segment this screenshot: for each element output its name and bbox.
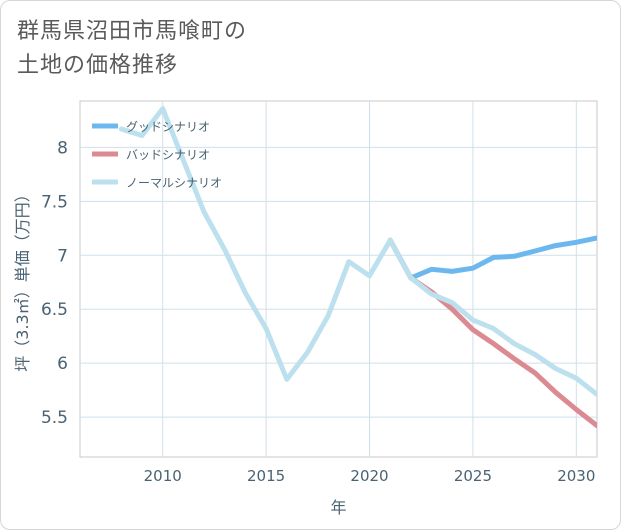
- y-tick-label: 7.5: [41, 192, 68, 212]
- series-line-3: [118, 106, 597, 397]
- x-tick-label: 2025: [454, 467, 492, 485]
- x-axis-label: 年: [330, 498, 346, 517]
- plot-area: [79, 100, 598, 458]
- chart-title: 群馬県沼田市馬喰町の 土地の価格推移: [17, 15, 247, 83]
- chart-title-line-1: 群馬県沼田市馬喰町の: [17, 19, 248, 44]
- x-tick-label: 2015: [247, 467, 285, 485]
- y-tick-label: 5.5: [41, 408, 68, 428]
- y-tick-label: 8: [57, 138, 68, 158]
- x-tick-label: 2030: [557, 467, 595, 485]
- chart-title-line-2: 土地の価格推移: [17, 53, 179, 78]
- y-tick-label: 6: [57, 354, 68, 374]
- y-axis-label: 坪（3.3㎡）単価（万円）: [13, 186, 32, 371]
- x-tick-label: 2010: [144, 467, 182, 485]
- legend-label-2[interactable]: バッドシナリオ: [126, 148, 210, 162]
- legend-label-3[interactable]: ノーマルシナリオ: [126, 176, 222, 190]
- y-tick-label: 7: [57, 246, 68, 266]
- series-line-1: [387, 235, 597, 281]
- x-tick-label: 2020: [350, 467, 388, 485]
- legend-label-1[interactable]: グッドシナリオ: [126, 120, 210, 134]
- y-tick-label: 6.5: [41, 300, 68, 320]
